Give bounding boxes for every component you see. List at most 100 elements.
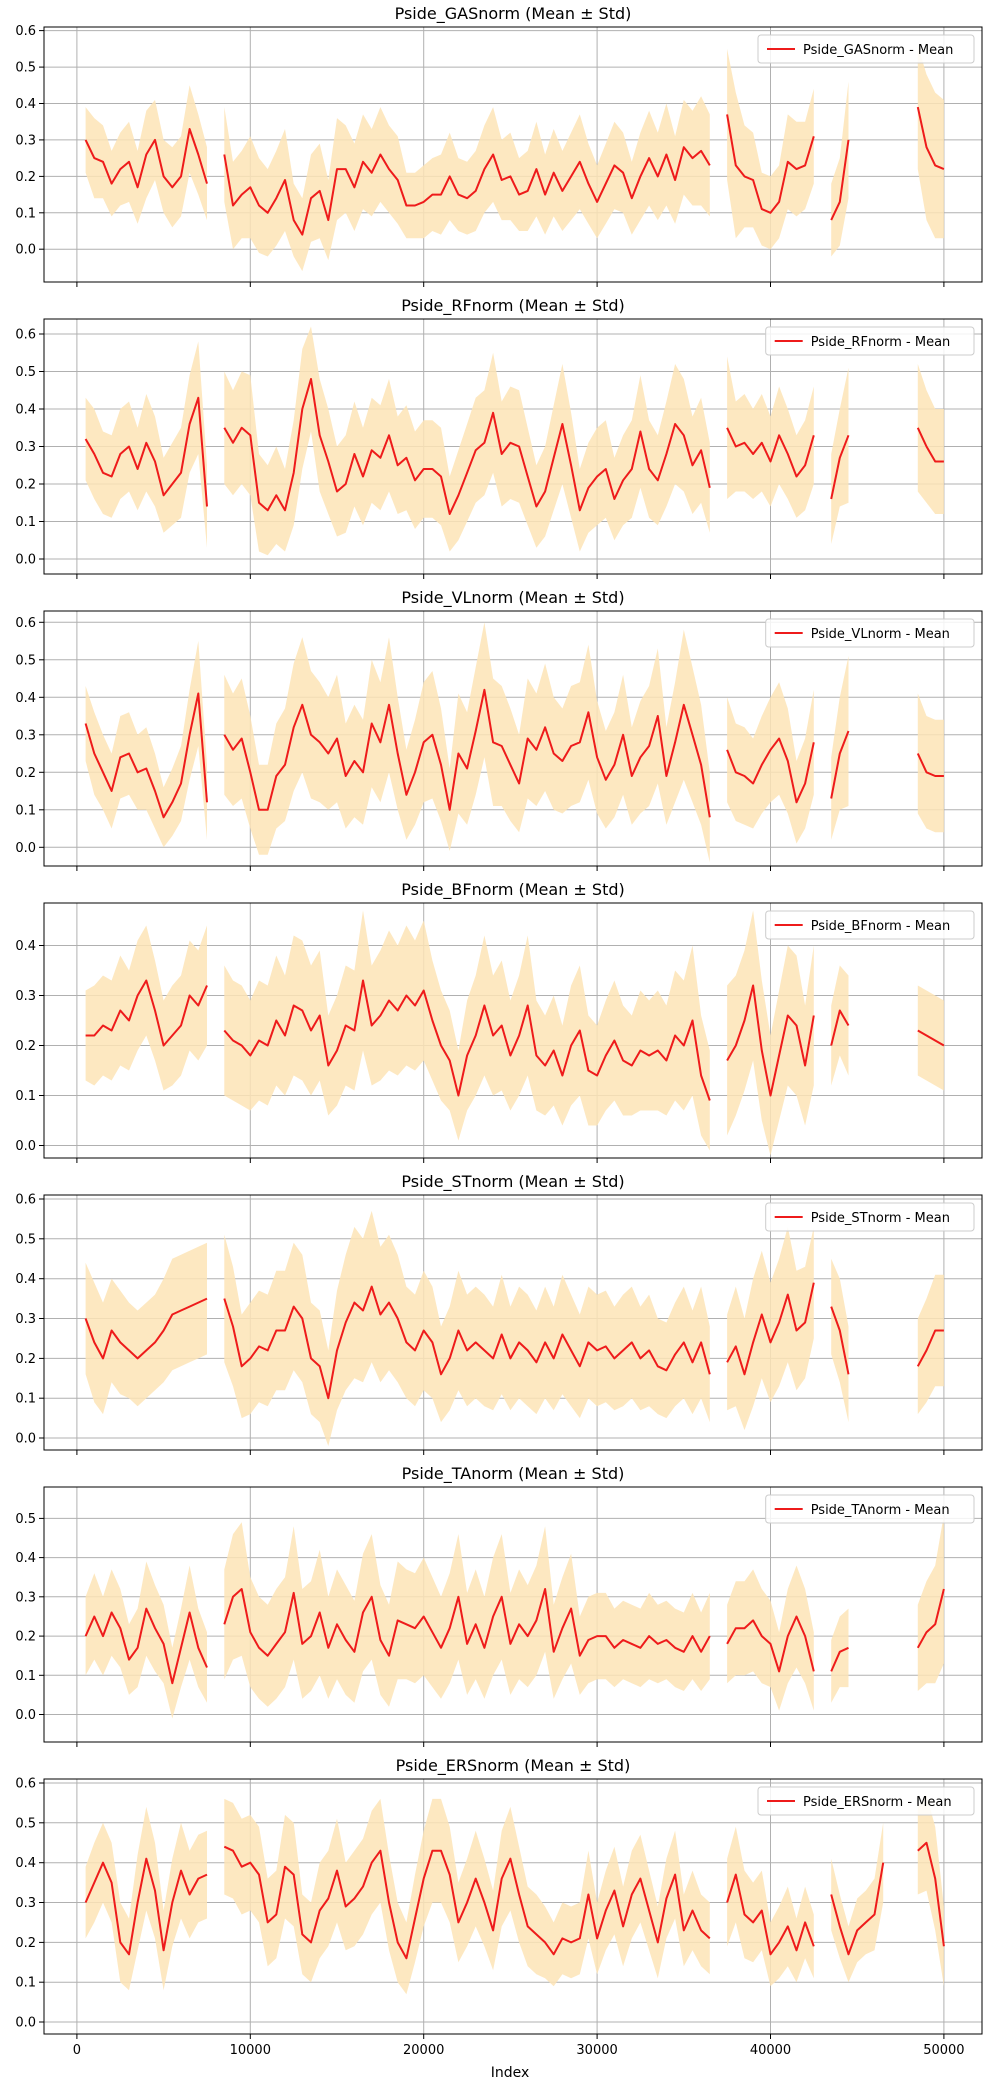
subplot-title: Pside_TAnorm (Mean ± Std) bbox=[402, 1464, 625, 1484]
mean-line-segment bbox=[84, 1607, 208, 1685]
legend-box bbox=[765, 1202, 975, 1232]
subplot-title: Pside_GASnorm (Mean ± Std) bbox=[395, 4, 632, 24]
mean-line-segment bbox=[84, 396, 208, 507]
std-band-segment bbox=[224, 910, 710, 1151]
mean-line-segment bbox=[830, 1009, 850, 1046]
mean-line-segment bbox=[726, 737, 815, 804]
subplot-title: Pside_ERSnorm (Mean ± Std) bbox=[396, 1756, 631, 1776]
legend: Pside_VLnorm - Mean bbox=[765, 618, 975, 648]
std-band-segment bbox=[85, 925, 207, 1091]
axes-frame bbox=[43, 1194, 983, 1451]
y-tick-label: 0.6 bbox=[15, 1777, 36, 1792]
std-band-segment bbox=[831, 656, 849, 840]
subplot-1: Pside_GASnorm (Mean ± Std) 0.0 0.1 0.2 0.3 0.… bbox=[15, 4, 983, 287]
subplot-title: Pside_VLnorm (Mean ± Std) bbox=[401, 588, 624, 608]
std-band-segment bbox=[224, 622, 710, 863]
legend-label: Pside_RFnorm - Mean bbox=[811, 335, 951, 350]
x-tick-label: 10000 bbox=[230, 2043, 271, 2058]
std-band-segment bbox=[917, 1794, 944, 1987]
y-tick-label: 0.0 bbox=[15, 1708, 36, 1723]
mean-line-segment bbox=[916, 753, 944, 777]
mean-line bbox=[84, 1841, 945, 1960]
mean-line-segment bbox=[223, 688, 711, 818]
subplot-title: Pside_STnorm (Mean ± Std) bbox=[401, 1172, 624, 1192]
legend-box bbox=[757, 1786, 975, 1816]
mean-line-segment bbox=[223, 979, 711, 1101]
y-tick-label: 0.3 bbox=[15, 728, 36, 743]
mean-line-segment bbox=[916, 1329, 944, 1367]
mean-line-segment bbox=[830, 434, 850, 500]
legend-box bbox=[765, 1494, 975, 1524]
y-tick-label: 0.0 bbox=[15, 1139, 36, 1154]
std-band-segment bbox=[917, 45, 944, 239]
subplot-7: Pside_ERSnorm (Mean ± Std) 0.0 0.1 0.2 0.3 0.… bbox=[15, 1756, 983, 2058]
std-band-segment bbox=[224, 326, 710, 556]
std-band-segment bbox=[917, 693, 944, 833]
std-band-segment bbox=[85, 641, 207, 848]
std-band-segment bbox=[85, 1561, 207, 1719]
subplot-5: Pside_STnorm (Mean ± Std) 0.0 0.1 0.2 0.3 0.4… bbox=[15, 1172, 983, 1455]
legend-box bbox=[765, 326, 975, 356]
y-tick-label: 0.6 bbox=[15, 616, 36, 631]
subplot-3: Pside_VLnorm (Mean ± Std) 0.0 0.1 0.2 0.3 0.4… bbox=[15, 588, 983, 871]
std-band-segment bbox=[831, 1608, 849, 1703]
std-band-segment bbox=[224, 1522, 710, 1707]
y-tick-label: 0.3 bbox=[15, 1896, 36, 1911]
mean-line-segment bbox=[830, 1306, 850, 1375]
mean-line-segment bbox=[84, 1297, 208, 1360]
axes-frame bbox=[43, 26, 983, 283]
mean-line-segment bbox=[830, 1646, 849, 1672]
y-tick-label: 0.2 bbox=[15, 170, 36, 185]
std-band-segment bbox=[917, 364, 944, 514]
y-tick-label: 0.4 bbox=[15, 403, 36, 418]
legend: Pside_BFnorm - Mean bbox=[765, 910, 975, 940]
y-tick-label: 0.1 bbox=[15, 1976, 36, 1991]
mean-line-segment bbox=[726, 1873, 815, 1956]
std-band-segment bbox=[224, 1798, 710, 1995]
y-tick-label: 0.4 bbox=[15, 97, 36, 112]
y-tick-label: 0.6 bbox=[15, 1193, 36, 1208]
mean-line-segment bbox=[726, 1615, 815, 1673]
subplot-stack: Pside_GASnorm (Mean ± Std) 0.0 0.1 0.2 0.3 0.… bbox=[15, 4, 983, 2058]
y-tick-label: 0.6 bbox=[15, 24, 36, 39]
std-band-segment bbox=[727, 48, 814, 250]
mean-line bbox=[85, 979, 945, 1101]
y-tick-label: 0.0 bbox=[15, 841, 36, 856]
mean-line-segment bbox=[916, 427, 944, 463]
mean-line bbox=[84, 106, 945, 236]
subplot-title: Pside_BFnorm (Mean ± Std) bbox=[401, 880, 624, 900]
x-tick-label: 0 bbox=[73, 2043, 81, 2058]
mean-line-segment bbox=[917, 1841, 945, 1947]
mean-line-segment bbox=[223, 146, 711, 236]
std-band-segment bbox=[727, 910, 814, 1156]
mean-line-segment bbox=[726, 984, 815, 1097]
y-tick-label: 0.3 bbox=[15, 1590, 36, 1605]
legend-label: Pside_ERSnorm - Mean bbox=[803, 1795, 952, 1810]
y-tick-label: 0.1 bbox=[15, 803, 36, 818]
y-tick-label: 0.4 bbox=[15, 1272, 36, 1287]
y-tick-label: 0.3 bbox=[15, 133, 36, 148]
mean-line bbox=[84, 1588, 945, 1685]
mean-line bbox=[84, 688, 944, 819]
x-tick-label: 50000 bbox=[923, 2043, 964, 2058]
mean-line-segment bbox=[830, 730, 850, 799]
mean-line-segment bbox=[223, 1845, 711, 1960]
std-band bbox=[85, 1514, 944, 1719]
axes-frame bbox=[43, 610, 983, 867]
x-tick-label: 40000 bbox=[750, 2043, 791, 2058]
legend: Pside_GASnorm - Mean bbox=[757, 34, 975, 64]
y-tick-label: 0.2 bbox=[15, 1039, 36, 1054]
legend: Pside_STnorm - Mean bbox=[765, 1202, 975, 1232]
x-tick-label: 20000 bbox=[403, 2043, 444, 2058]
axes-frame bbox=[43, 1778, 983, 2035]
y-tick-label: 0.2 bbox=[15, 766, 36, 781]
y-tick-label: 0.1 bbox=[15, 515, 36, 530]
x-tick-label: 30000 bbox=[576, 2043, 617, 2058]
y-tick-label: 0.4 bbox=[15, 691, 36, 706]
mean-line bbox=[84, 378, 944, 515]
std-band-segment bbox=[224, 96, 710, 272]
y-tick-label: 0.5 bbox=[15, 653, 36, 668]
x-axis-label: Index bbox=[491, 2065, 530, 2081]
legend-label: Pside_VLnorm - Mean bbox=[811, 627, 950, 642]
y-tick-label: 0.3 bbox=[15, 440, 36, 455]
